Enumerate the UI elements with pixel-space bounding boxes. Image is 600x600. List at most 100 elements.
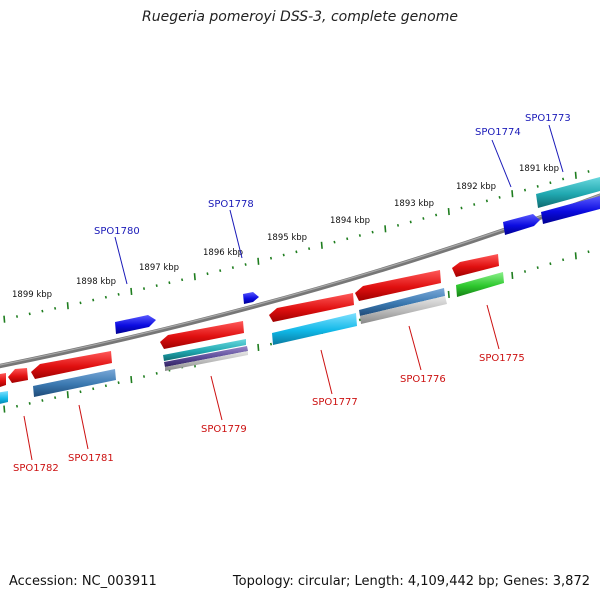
scale-label: 1894 kbp bbox=[330, 216, 370, 226]
gene-spo1776-arrow[interactable] bbox=[355, 270, 441, 301]
cds-block-steel[interactable] bbox=[33, 369, 116, 397]
gene-label-spo1780[interactable]: SPO1780 bbox=[94, 226, 140, 237]
gene-spo1773-arrow[interactable] bbox=[541, 196, 600, 224]
scale-label: 1896 kbp bbox=[203, 248, 243, 258]
scale-tick-minor bbox=[155, 371, 158, 375]
leader-spo1773 bbox=[548, 124, 564, 173]
scale-tick-minor bbox=[460, 206, 463, 210]
scale-tick-major bbox=[66, 391, 69, 399]
scale-tick-minor bbox=[549, 181, 552, 185]
scale-tick-minor bbox=[181, 278, 184, 282]
gene-spo1780-arrow[interactable] bbox=[115, 315, 156, 334]
scale-label: 1897 kbp bbox=[139, 263, 179, 273]
cds-block-cyan[interactable] bbox=[0, 391, 8, 405]
scale-tick-minor bbox=[231, 266, 234, 269]
scale-tick-major bbox=[511, 190, 514, 198]
scale-label: 1899 kbp bbox=[12, 290, 52, 300]
cds-block-teal[interactable] bbox=[163, 339, 246, 361]
gene-label-spo1776[interactable]: SPO1776 bbox=[400, 374, 446, 385]
gene-arrow[interactable] bbox=[8, 368, 28, 383]
gene-label-spo1782[interactable]: SPO1782 bbox=[13, 463, 59, 474]
scale-tick-minor bbox=[104, 384, 107, 388]
scale-label: 1893 kbp bbox=[394, 199, 434, 209]
scale-tick-major bbox=[574, 252, 577, 260]
scale-tick-minor bbox=[473, 203, 476, 206]
scale-tick-major bbox=[447, 207, 450, 216]
scale-tick-major bbox=[257, 257, 260, 265]
label-leaders bbox=[23, 124, 564, 461]
scale-tick-minor bbox=[92, 387, 95, 391]
scale-tick-minor bbox=[79, 301, 82, 305]
gene-label-spo1777[interactable]: SPO1777 bbox=[312, 397, 358, 408]
scale-tick-minor bbox=[15, 315, 19, 318]
scale-tick-minor bbox=[371, 230, 374, 234]
cds-track-inner bbox=[0, 272, 504, 405]
gene-spo1779-arrow[interactable] bbox=[160, 321, 244, 349]
gene-label-spo1779[interactable]: SPO1779 bbox=[201, 424, 247, 435]
scale-tick-minor bbox=[523, 188, 527, 192]
genome-summary: Topology: circular; Length: 4,109,442 bp… bbox=[232, 574, 590, 589]
leader-spo1780 bbox=[114, 236, 128, 285]
cds-block-gray[interactable] bbox=[360, 296, 447, 324]
scale-tick-minor bbox=[435, 213, 438, 217]
scale-ticks-outer bbox=[3, 170, 590, 323]
scale-tick-minor bbox=[498, 195, 501, 199]
gene-spo1775-arrow[interactable] bbox=[452, 254, 499, 277]
leader-spo1782 bbox=[23, 415, 33, 461]
scale-label: 1892 kbp bbox=[456, 182, 496, 192]
scale-tick-minor bbox=[244, 263, 247, 266]
gene-label-spo1775[interactable]: SPO1775 bbox=[479, 353, 525, 364]
scale-tick-minor bbox=[28, 312, 31, 316]
scale-tick-major bbox=[511, 271, 514, 279]
gene-label-spo1778[interactable]: SPO1778 bbox=[208, 199, 254, 210]
scale-tick-minor bbox=[15, 404, 19, 408]
cds-block-gray[interactable] bbox=[165, 351, 248, 371]
leader-spo1777 bbox=[320, 349, 333, 395]
gene-label-spo1781[interactable]: SPO1781 bbox=[68, 453, 114, 464]
scale-tick-major bbox=[193, 273, 196, 281]
map-title: Ruegeria pomeroyi DSS-3, complete genome bbox=[142, 9, 458, 25]
scale-label: 1898 kbp bbox=[76, 277, 116, 287]
scale-tick-major bbox=[257, 343, 260, 352]
gene-spo1778-arrow[interactable] bbox=[243, 292, 259, 304]
scale-tick-minor bbox=[587, 170, 590, 173]
scale-tick-major bbox=[574, 171, 577, 179]
scale-tick-major bbox=[3, 405, 6, 413]
scale-tick-minor bbox=[54, 306, 57, 310]
scale-tick-minor bbox=[92, 298, 95, 302]
gene-spo1774-arrow[interactable] bbox=[503, 214, 540, 235]
scale-tick-minor bbox=[358, 318, 361, 322]
gene-spo1782-arrow[interactable] bbox=[0, 373, 6, 387]
cds-block-violet[interactable] bbox=[164, 346, 248, 367]
scale-tick-major bbox=[3, 315, 6, 323]
scale-tick-minor bbox=[358, 234, 361, 237]
scale-tick-minor bbox=[549, 262, 552, 266]
scale-tick-minor bbox=[206, 272, 209, 276]
reverse-genes bbox=[0, 254, 499, 387]
scale-label: 1895 kbp bbox=[267, 233, 307, 243]
scale-tick-major bbox=[130, 376, 133, 384]
gene-label-spo1773[interactable]: SPO1773 bbox=[525, 113, 571, 124]
scale-tick-minor bbox=[422, 217, 425, 220]
scale-tick-minor bbox=[485, 199, 488, 203]
forward-genes bbox=[115, 177, 600, 334]
scale-tick-minor bbox=[587, 250, 590, 254]
cds-block-steel[interactable] bbox=[359, 288, 445, 316]
gene-spo1777-arrow[interactable] bbox=[269, 293, 354, 322]
leader-spo1776 bbox=[408, 325, 422, 371]
gene-labels: SPO1773 SPO1774 SPO1778 SPO1780 SPO1775 … bbox=[13, 113, 571, 474]
leader-spo1779 bbox=[210, 375, 223, 421]
scale-tick-minor bbox=[333, 240, 336, 244]
cds-block-green[interactable] bbox=[456, 272, 504, 297]
scale-tick-minor bbox=[117, 381, 120, 385]
gene-label-spo1774[interactable]: SPO1774 bbox=[475, 127, 521, 138]
scale-tick-minor bbox=[269, 256, 273, 260]
scale-tick-major bbox=[320, 241, 323, 249]
scale-tick-minor bbox=[54, 396, 57, 400]
gene-spo1781-arrow[interactable] bbox=[31, 351, 112, 379]
scale-tick-major bbox=[384, 225, 387, 233]
cds-block-teal[interactable] bbox=[536, 177, 600, 208]
scale-labels: 1891 kbp 1892 kbp 1893 kbp 1894 kbp 1895… bbox=[12, 164, 559, 300]
cds-block-cyan[interactable] bbox=[272, 313, 357, 345]
